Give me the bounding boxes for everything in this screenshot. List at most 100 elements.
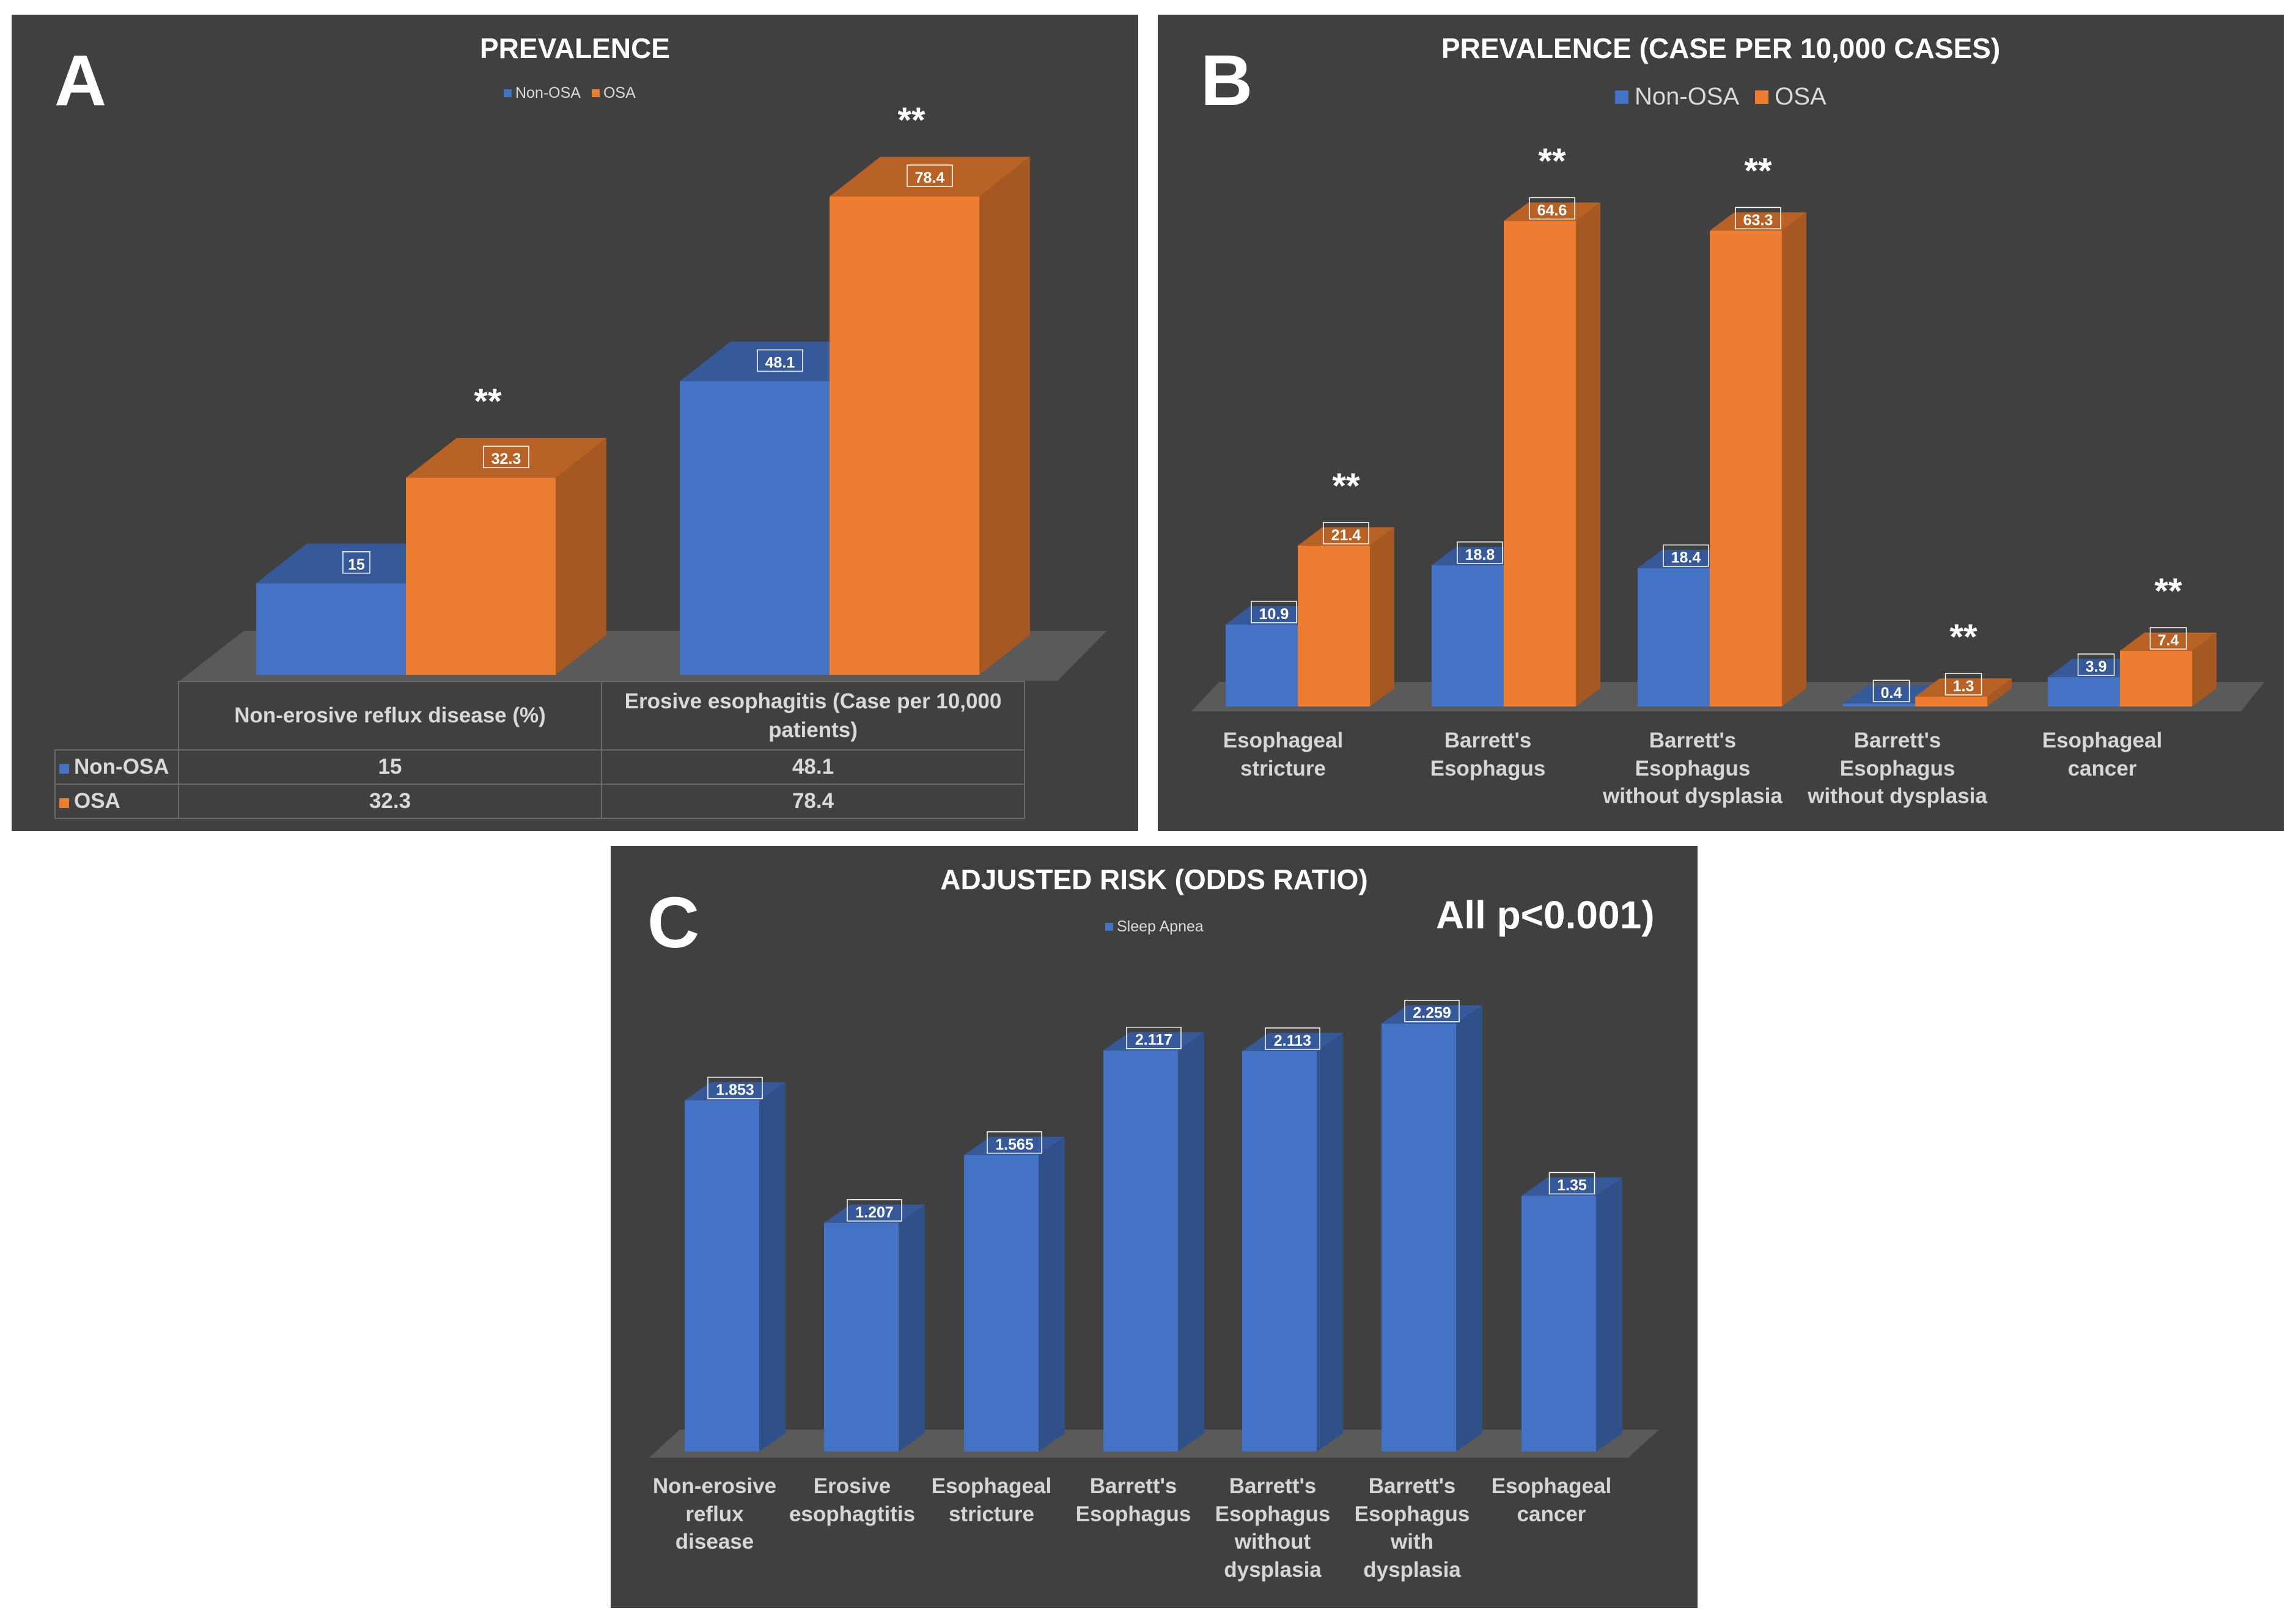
- bar-osa: [830, 196, 979, 675]
- data-label: 1.35: [1557, 1177, 1587, 1194]
- data-label: 1.3: [1953, 678, 1974, 695]
- table-row-header: OSA: [54, 784, 179, 819]
- legend-swatch-osa: [591, 89, 600, 97]
- bar-sleep-apnea: [824, 1222, 899, 1452]
- legend-swatch-non-osa: [504, 89, 512, 97]
- category-label: Esophageal stricture: [1223, 729, 1344, 780]
- table-row-header: Non-OSA: [54, 749, 179, 785]
- data-label-box: [2149, 627, 2187, 650]
- table-cell: 48.1: [601, 749, 1025, 785]
- bar-non-osa: [256, 583, 406, 675]
- legend-label-osa: OSA: [603, 84, 636, 101]
- data-label-box: [1945, 673, 1982, 696]
- chart-a-title: PREVALENCE: [480, 32, 670, 64]
- data-label-box: [1323, 522, 1369, 545]
- bar-non-osa: [1226, 624, 1298, 707]
- chart-b-legend: Non-OSA OSA: [1615, 83, 1827, 111]
- data-label: 21.4: [1331, 527, 1361, 544]
- data-label: 2.259: [1413, 1005, 1451, 1022]
- data-label-box: [1548, 1172, 1595, 1195]
- data-label-box: [907, 164, 953, 187]
- category-label: Non-erosive reflux disease: [652, 1474, 777, 1554]
- bar-osa: [1710, 230, 1782, 707]
- bar-sleep-apnea: [685, 1100, 759, 1452]
- legend-label-sleep-apnea: Sleep Apnea: [1117, 918, 1204, 935]
- legend-swatch-non-osa: [1615, 90, 1628, 104]
- data-label: 7.4: [2158, 632, 2179, 649]
- bar-osa-top: [1504, 202, 1600, 221]
- bar-sleep-apnea-top: [824, 1204, 925, 1223]
- bar-sleep-apnea-top: [1103, 1032, 1204, 1051]
- bar-osa: [1915, 697, 1987, 707]
- bar-osa: [1504, 221, 1576, 707]
- data-label: 78.4: [915, 169, 945, 186]
- bar-osa-top: [406, 438, 606, 478]
- chart-b-plot: 10.9 21.4 ** 18.8 64.6 ** 18.4 63.3 ** 0.4 1.3 ** 3.…: [1191, 141, 2264, 711]
- bar-sleep-apnea-top: [1382, 1005, 1482, 1024]
- bar-osa-side: [1370, 527, 1394, 707]
- bar-osa: [1298, 545, 1370, 707]
- data-label-box: [1404, 999, 1460, 1022]
- bar-sleep-apnea-side: [1596, 1177, 1622, 1452]
- bar-non-osa: [1843, 703, 1915, 707]
- category-label: Barrett's Esophagus: [1430, 729, 1546, 780]
- chart-c-plot: 1.853 1.207 1.565 2.117 2.113 2.259 1.35: [649, 999, 1659, 1458]
- category-label: Barrett's Esophagus without dysplasia: [1215, 1474, 1331, 1582]
- panel-letter-b: B: [1201, 40, 1253, 121]
- table-header-row: Non-erosive reflux disease (%) Erosive e…: [55, 681, 1025, 751]
- bar-osa-top: [1915, 678, 2012, 697]
- data-label: 0.4: [1881, 685, 1902, 702]
- significance-note: All p<0.001): [1436, 893, 1655, 937]
- category-label: Erosive esophagtitis: [789, 1474, 916, 1526]
- data-label: 15: [348, 556, 365, 573]
- data-label: 64.6: [1537, 202, 1567, 219]
- bar-sleep-apnea-top: [964, 1136, 1065, 1155]
- bar-sleep-apnea-top: [1521, 1177, 1622, 1196]
- bar-osa-side: [1987, 678, 2012, 707]
- legend-swatch-sleep-apnea: [1105, 923, 1113, 931]
- panel-letter-c: C: [647, 883, 700, 963]
- significance-marker: **: [2154, 571, 2182, 611]
- significance-marker: **: [474, 382, 502, 422]
- data-label: 2.113: [1274, 1032, 1311, 1049]
- chart-c-title: ADJUSTED RISK (ODDS RATIO): [940, 864, 1368, 895]
- data-label-box: [1126, 1026, 1182, 1049]
- significance-marker: **: [1744, 151, 1772, 191]
- bar-osa-side: [2192, 632, 2217, 707]
- data-label: 10.9: [1259, 606, 1289, 623]
- data-label-box: [1251, 601, 1297, 623]
- chart-b-title: PREVALENCE (CASE PER 10,000 CASES): [1441, 32, 2001, 64]
- bar-sleep-apnea-side: [1178, 1032, 1204, 1452]
- data-label-box: [847, 1199, 902, 1222]
- table-corner: [55, 681, 179, 751]
- bar-sleep-apnea-side: [1456, 1005, 1482, 1452]
- chart-a-plot: 15 32.3 ** 48.1 78.4 **: [180, 101, 1107, 681]
- category-label: Barrett's Esophagus without dysplasia: [1603, 729, 1783, 808]
- data-label-box: [1457, 542, 1503, 564]
- data-label-box: [2077, 653, 2115, 676]
- data-label: 18.4: [1671, 549, 1701, 567]
- bar-sleep-apnea: [964, 1155, 1039, 1452]
- panel-a: 15 32.3 ** 48.1 78.4 ** A PREVALENCE Non-OSA …: [12, 15, 1138, 831]
- chart-c-legend: Sleep Apnea: [1105, 918, 1204, 936]
- table-row-label: Non-OSA: [74, 755, 169, 779]
- data-label: 63.3: [1743, 211, 1773, 229]
- panel-c: 1.853 1.207 1.565 2.117 2.113 2.259 1.35 C ADJ…: [611, 846, 1698, 1608]
- data-label-box: [342, 551, 370, 574]
- bar-osa-top: [830, 156, 1030, 197]
- bar-osa-top: [1710, 212, 1806, 231]
- bar-non-osa: [1432, 565, 1504, 707]
- data-label: 1.565: [995, 1136, 1034, 1153]
- data-label: 32.3: [491, 450, 521, 468]
- data-label-box: [707, 1076, 763, 1100]
- table-swatch-non-osa: [59, 764, 69, 774]
- bar-sleep-apnea-side: [759, 1082, 786, 1452]
- bar-sleep-apnea: [1103, 1050, 1178, 1452]
- table-row: Non-OSA 15 48.1: [54, 749, 1025, 785]
- category-label: Barrett's Esophagus: [1075, 1474, 1191, 1526]
- significance-marker: **: [1538, 141, 1566, 181]
- bar-non-osa: [680, 381, 830, 675]
- data-label-box: [987, 1131, 1042, 1154]
- table-header-cell: Non-erosive reflux disease (%): [178, 681, 602, 751]
- data-label-box: [757, 349, 803, 372]
